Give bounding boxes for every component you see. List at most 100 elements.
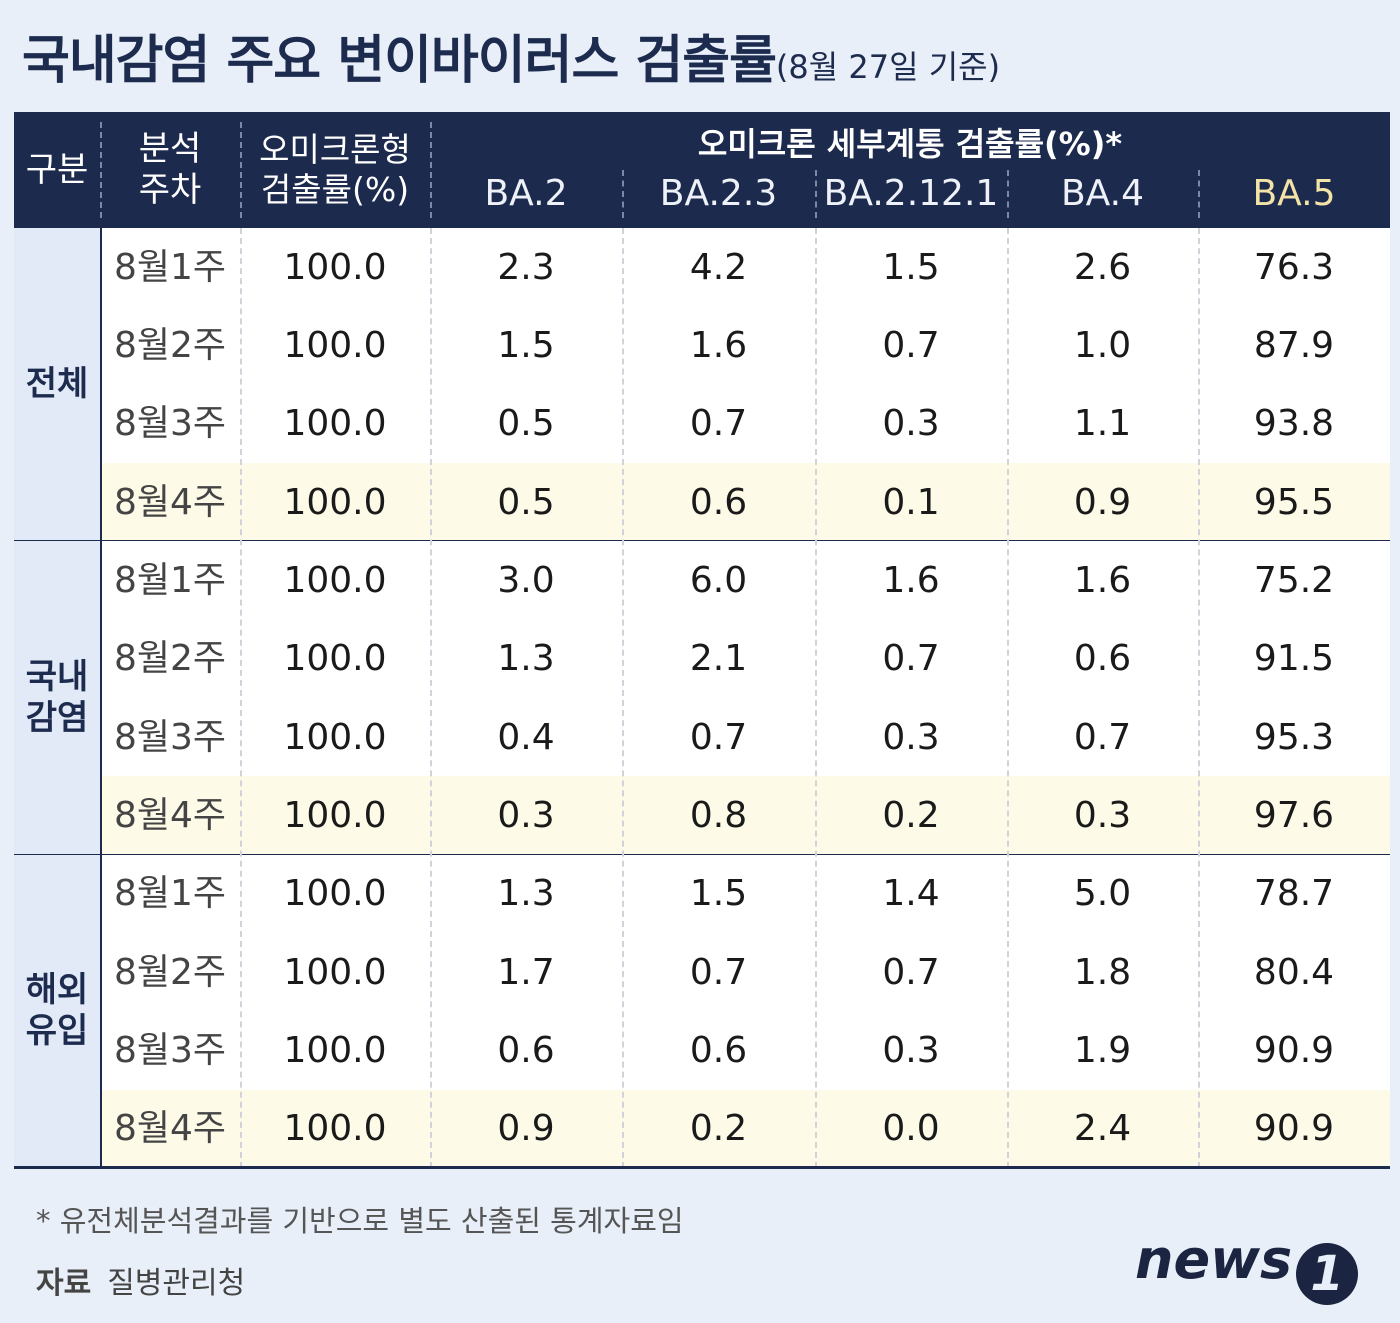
header-divider [815,170,817,218]
row-bg [100,854,1390,933]
cell: 8월2주 [113,951,227,993]
cell: 0.6 [689,481,748,523]
cell: 1.5 [497,324,555,366]
header-line: 주차 [138,170,202,210]
row-bg [100,697,1390,777]
cell: 0.5 [497,481,555,523]
header-divider [100,122,102,218]
cell: 2.4 [1073,1108,1132,1150]
cell: 90.9 [1253,1108,1335,1150]
cell: 1.3 [497,873,555,915]
cell: 1.7 [497,951,555,993]
column-divider [430,228,432,1168]
row-bg [100,932,1390,1012]
cell: 1.8 [1073,951,1132,993]
source: 자료 질병관리청 [36,1258,245,1302]
cell: 1.6 [1073,559,1132,601]
cell: 76.3 [1253,246,1335,288]
cell: 100.0 [283,638,387,680]
cell: 0.7 [882,638,940,680]
cell: 100.0 [283,559,387,601]
group-label: 해외 유입 [14,855,100,1168]
cell: 0.3 [882,1029,940,1071]
row-bg [100,1011,1390,1090]
row-bg [100,306,1390,385]
cell: 0.5 [497,403,555,445]
cell: 0.9 [1073,481,1132,523]
cell: 100.0 [283,324,387,366]
header-cell: 분석 주차 [100,112,240,228]
cell: 0.7 [1073,716,1132,758]
cell: 8월2주 [113,324,227,366]
cell: 87.9 [1253,324,1335,366]
cell: 100.0 [283,481,387,523]
cell: 95.5 [1253,481,1335,523]
header-divider [1007,170,1009,218]
cell: 0.2 [882,794,940,836]
source-label: 자료 [36,1266,92,1301]
column-divider [240,228,242,1168]
group-label-line: 감염 [25,697,89,738]
cell: 8월1주 [113,873,227,915]
cell: 95.3 [1253,716,1335,758]
column-divider [1198,228,1200,1168]
source-name: 질병관리청 [107,1266,246,1301]
cell: 0.7 [689,716,748,758]
cell: 8월4주 [113,794,227,836]
cell: 0.3 [882,403,940,445]
cell: 0.6 [1073,638,1132,680]
cell: 100.0 [283,794,387,836]
cell: 0.6 [689,1029,748,1071]
cell: 1.6 [689,324,748,366]
cell: 8월1주 [113,246,227,288]
cell: 1.3 [497,638,555,680]
cell: 90.9 [1253,1029,1335,1071]
cell: 6.0 [689,559,748,601]
cell: 8월4주 [113,1108,227,1150]
group-label: 국내 감염 [14,541,100,854]
cell: 8월3주 [113,716,227,758]
cell: 100.0 [283,951,387,993]
cell: 97.6 [1253,794,1335,836]
column-divider [1007,228,1009,1168]
column-divider [622,228,624,1168]
header-cell: 오미크론형 검출률(%) [240,112,430,228]
group-bg [14,541,100,855]
cell: 100.0 [283,246,387,288]
header-divider [1198,170,1200,218]
header-cell: 오미크론 세부계통 검출률(%)* [697,124,1123,163]
cell: 2.1 [689,638,748,680]
cell: 100.0 [283,873,387,915]
cell: 0.9 [497,1108,555,1150]
row-bg [100,384,1390,463]
header-divider [240,122,242,218]
group-label-line: 해외 [25,970,89,1011]
footnote: * 유전체분석결과를 기반으로 별도 산출된 통계자료임 [36,1204,684,1238]
header-cell: BA.4 [1060,173,1145,215]
logo-text: news [1135,1228,1293,1291]
logo: news 1 [1135,1228,1359,1305]
group-label-line: 유입 [25,1011,89,1052]
header-line: 검출률(%) [260,170,410,209]
row-bg [100,1089,1390,1168]
cell: 0.2 [689,1108,748,1150]
cell: 8월3주 [113,403,227,445]
cell: 8월3주 [113,1029,227,1071]
cell: 0.7 [882,951,940,993]
cell: 1.6 [882,559,940,601]
group-label: 전체 [14,228,100,541]
cell: 0.0 [882,1108,940,1150]
header-cell: 구분 [25,149,89,190]
subtitle: (8월 27일 기준) [775,48,1001,86]
header-divider [622,170,624,218]
cell: 1.5 [882,246,940,288]
logo-mark: 1 [1296,1242,1359,1305]
cell: 0.7 [882,324,940,366]
header-cell: BA.2.12.1 [823,173,999,215]
group-label-line: 전체 [25,364,89,405]
header-bg [14,112,1390,228]
cell: 3.0 [497,559,555,601]
cell: 0.3 [1073,794,1132,836]
header-cell: BA.2 [484,173,568,215]
cell: 75.2 [1253,559,1335,601]
